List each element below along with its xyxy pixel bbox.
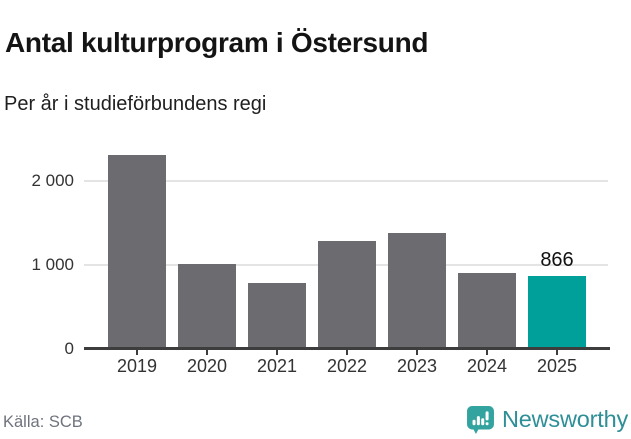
y-axis-tick-label: 2 000 (31, 171, 74, 191)
bar-2022 (318, 241, 376, 349)
x-axis-label-2019: 2019 (116, 356, 158, 376)
newsworthy-wordmark: Newsworthy (502, 405, 628, 432)
bar-2023 (388, 233, 446, 349)
bar-value-label: 866 (540, 249, 574, 272)
x-axis-tick (346, 350, 348, 355)
newsworthy-brand-link[interactable]: Newsworthy (466, 404, 628, 434)
source-caption: Källa: SCB (3, 413, 83, 431)
x-axis-label-2022: 2022 (326, 356, 368, 376)
y-axis-tick-label: 1 000 (31, 254, 74, 274)
x-axis-label-2020: 2020 (186, 356, 228, 376)
x-axis-line (84, 347, 610, 350)
x-axis-label-2024: 2024 (466, 356, 508, 376)
x-axis-tick (556, 350, 558, 355)
x-axis-tick (136, 350, 138, 355)
x-axis-tick (276, 350, 278, 355)
chart-subtitle: Per år i studieförbundens regi (4, 92, 267, 115)
bar-2019 (108, 155, 166, 349)
gridline-2000 (84, 180, 608, 183)
newsworthy-logo-icon (466, 405, 495, 434)
bar-2021 (248, 282, 306, 349)
bar-2020 (178, 264, 236, 349)
bar-2024 (458, 272, 516, 349)
x-axis-label-2021: 2021 (256, 356, 298, 376)
x-axis-label-2023: 2023 (396, 356, 438, 376)
x-axis-tick (486, 350, 488, 355)
y-axis-tick-label: 0 (64, 338, 74, 358)
x-axis-tick (206, 350, 208, 355)
bar-2025 (528, 276, 586, 349)
x-axis-label-2025: 2025 (536, 356, 578, 376)
x-axis-tick (416, 350, 418, 355)
chart-title: Antal kulturprogram i Östersund (5, 26, 429, 58)
